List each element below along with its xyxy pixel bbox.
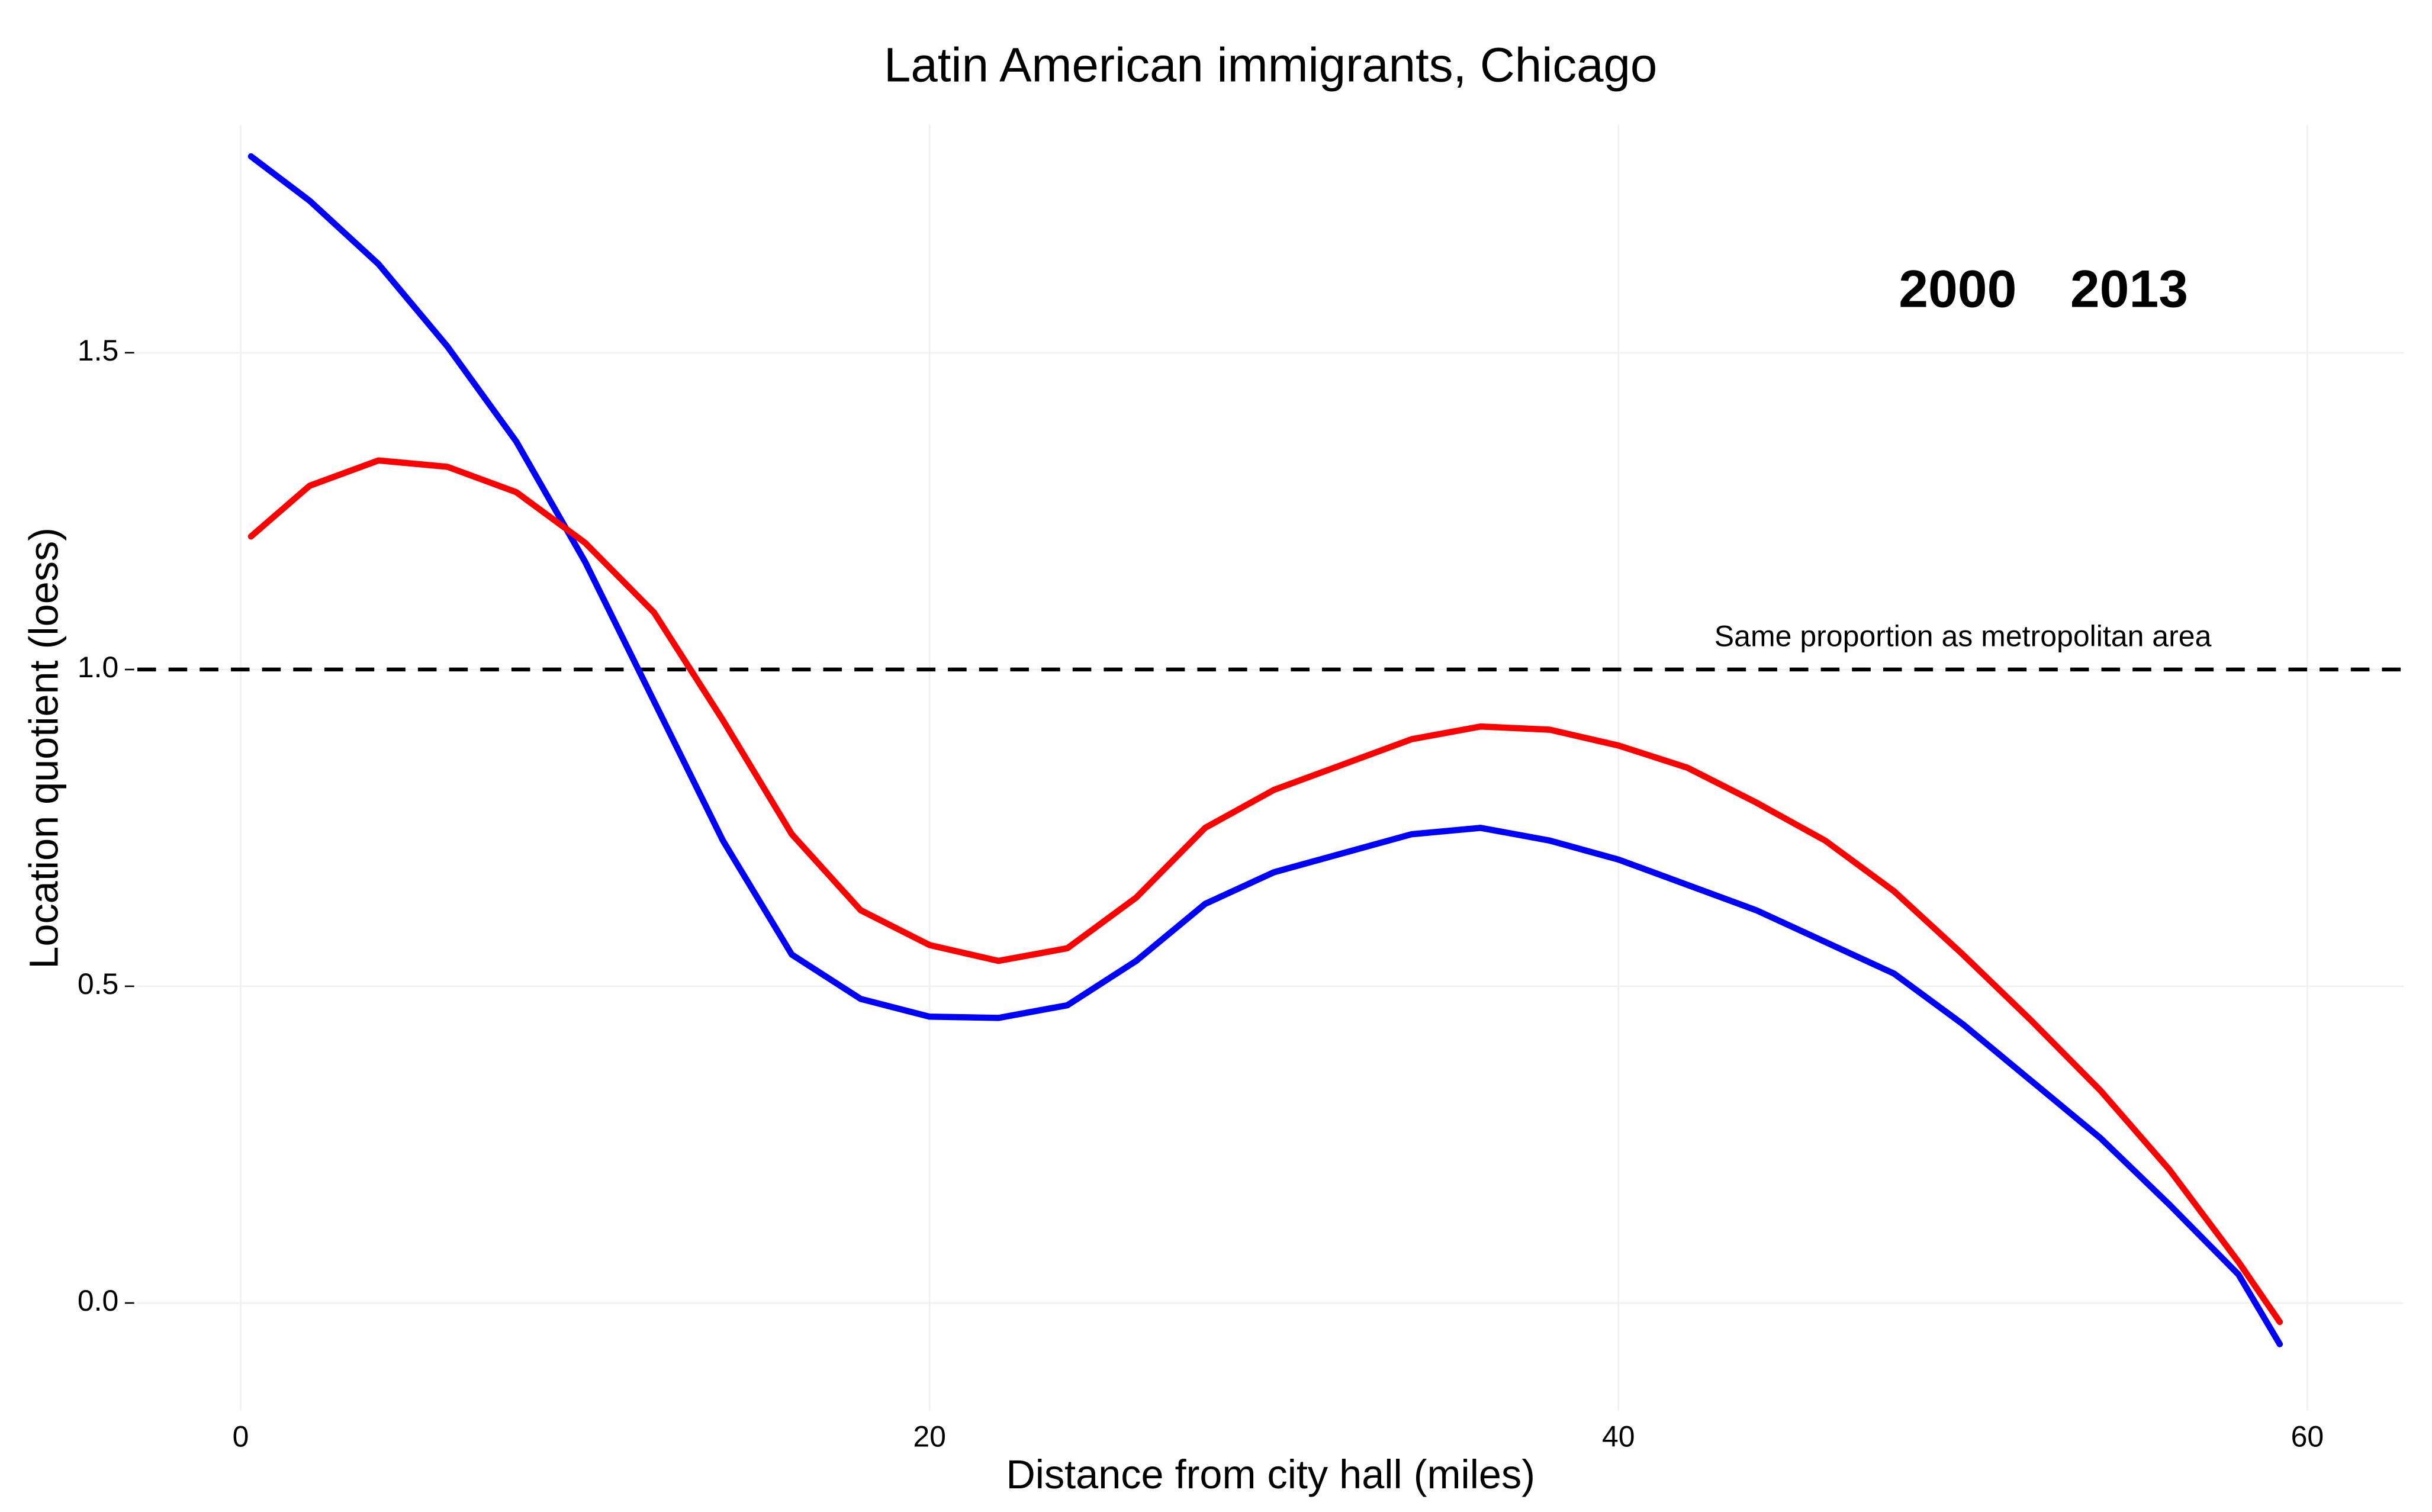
legend-label: 2013 xyxy=(2070,259,2188,319)
line-series xyxy=(247,457,2283,1326)
y-tick-label: 0.5 xyxy=(78,967,119,1001)
y-axis-label: Location quotient (loess) xyxy=(21,527,66,969)
x-axis-label: Distance from city hall (miles) xyxy=(1006,1452,1535,1497)
x-tick-label: 20 xyxy=(913,1420,946,1453)
legend-label: 2000 xyxy=(1899,259,2016,319)
chart-title: Latin American immigrants, Chicago xyxy=(884,38,1657,92)
x-tick-label: 0 xyxy=(233,1420,249,1453)
y-tick-label: 1.0 xyxy=(78,651,119,684)
x-tick-label: 60 xyxy=(2291,1420,2324,1453)
y-tick-label: 0.0 xyxy=(78,1284,119,1317)
x-tick-label: 40 xyxy=(1602,1420,1635,1453)
y-tick-label: 1.5 xyxy=(78,334,119,367)
annotation: Same proportion as metropolitan area xyxy=(1714,619,2212,652)
line-series xyxy=(247,153,2283,1347)
